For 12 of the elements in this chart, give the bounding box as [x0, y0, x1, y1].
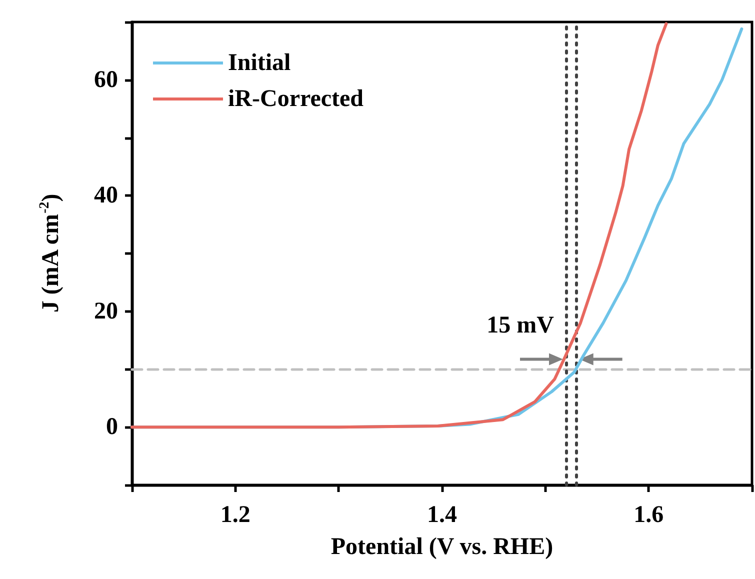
legend-label: iR-Corrected: [228, 86, 364, 112]
annotation: 15 mV: [486, 312, 555, 338]
x-axis-title: Potential (V vs. RHE): [330, 534, 554, 560]
y-axis-title: J (mA cm-2): [38, 194, 64, 313]
y-tick-label: 0: [106, 414, 118, 440]
y-tick-label: 60: [94, 66, 118, 93]
y-tick-label: 40: [94, 182, 118, 209]
x-tick-label: 1.6: [634, 502, 664, 528]
x-tick-label: 1.2: [220, 502, 250, 528]
legend-label: Initial: [228, 50, 292, 76]
x-tick-label: 1.4: [427, 502, 457, 528]
y-tick-label: 20: [94, 298, 118, 324]
